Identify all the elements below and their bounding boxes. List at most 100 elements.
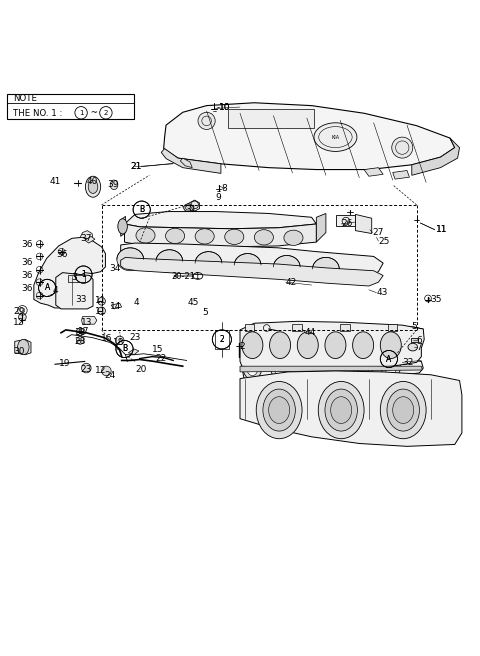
Text: 38: 38	[74, 328, 85, 337]
Ellipse shape	[354, 355, 372, 380]
Text: 20-211: 20-211	[171, 272, 201, 281]
Ellipse shape	[326, 355, 345, 380]
Polygon shape	[240, 371, 462, 446]
Text: 26: 26	[341, 220, 352, 228]
Ellipse shape	[243, 355, 262, 380]
Ellipse shape	[256, 381, 302, 439]
Polygon shape	[164, 103, 455, 169]
Ellipse shape	[184, 204, 193, 211]
Text: 31: 31	[185, 205, 197, 214]
Text: 17: 17	[78, 327, 89, 336]
Polygon shape	[128, 349, 139, 355]
Ellipse shape	[331, 397, 352, 423]
Ellipse shape	[156, 250, 183, 273]
Ellipse shape	[302, 359, 313, 376]
Polygon shape	[120, 257, 383, 286]
Text: 30: 30	[13, 348, 24, 356]
Ellipse shape	[254, 230, 274, 245]
Polygon shape	[124, 224, 316, 247]
Polygon shape	[240, 366, 422, 372]
Ellipse shape	[195, 229, 214, 244]
Ellipse shape	[234, 254, 261, 276]
Text: 20: 20	[135, 365, 146, 373]
Text: 4: 4	[133, 298, 139, 307]
Text: 2: 2	[104, 110, 108, 115]
Ellipse shape	[18, 339, 29, 355]
Ellipse shape	[225, 229, 244, 245]
Text: 5: 5	[203, 308, 208, 317]
Bar	[228, 110, 314, 127]
Ellipse shape	[385, 359, 396, 376]
Circle shape	[102, 366, 111, 376]
Polygon shape	[364, 168, 383, 176]
Ellipse shape	[380, 381, 426, 439]
Text: A: A	[386, 354, 392, 363]
Text: B: B	[122, 344, 127, 354]
Text: 3: 3	[71, 274, 77, 282]
Text: ~: ~	[88, 108, 101, 117]
Text: 42: 42	[286, 277, 297, 287]
Text: 45: 45	[188, 298, 199, 307]
Ellipse shape	[387, 389, 420, 431]
Text: 18: 18	[113, 338, 124, 347]
Text: 1: 1	[79, 110, 84, 115]
Ellipse shape	[353, 332, 373, 359]
Ellipse shape	[325, 332, 346, 359]
Ellipse shape	[195, 252, 222, 275]
Ellipse shape	[88, 180, 98, 194]
Ellipse shape	[247, 359, 258, 376]
Text: 23: 23	[81, 365, 92, 375]
Text: 41: 41	[49, 178, 60, 186]
Text: 14: 14	[110, 302, 121, 311]
Text: KIA: KIA	[331, 134, 339, 140]
Polygon shape	[245, 324, 254, 331]
Ellipse shape	[358, 359, 369, 376]
Ellipse shape	[242, 332, 263, 359]
Text: 7: 7	[417, 342, 422, 352]
Bar	[7, 94, 133, 119]
Text: 11: 11	[436, 225, 447, 234]
Polygon shape	[82, 317, 97, 324]
Text: 36: 36	[22, 258, 33, 266]
Text: NOTE: NOTE	[13, 94, 37, 104]
Text: B: B	[139, 205, 144, 214]
Text: A: A	[45, 283, 50, 293]
Ellipse shape	[314, 123, 357, 152]
Circle shape	[116, 336, 124, 344]
Polygon shape	[393, 171, 409, 179]
Polygon shape	[85, 236, 95, 243]
Text: 34: 34	[109, 264, 120, 273]
Text: 12: 12	[95, 367, 106, 375]
Text: 22: 22	[155, 354, 166, 363]
Polygon shape	[120, 216, 125, 236]
Text: 2: 2	[219, 335, 224, 344]
Text: 1: 1	[81, 270, 86, 279]
Ellipse shape	[271, 355, 289, 380]
Text: A: A	[45, 283, 50, 293]
Text: 21: 21	[130, 162, 142, 171]
Circle shape	[76, 337, 84, 344]
Text: A: A	[386, 354, 392, 363]
Text: 29: 29	[13, 307, 24, 316]
Circle shape	[392, 137, 413, 158]
Ellipse shape	[118, 218, 127, 234]
Text: 40: 40	[86, 176, 98, 186]
Text: 35: 35	[430, 295, 442, 304]
Bar	[215, 330, 228, 349]
Polygon shape	[356, 215, 372, 234]
Circle shape	[82, 363, 91, 373]
Ellipse shape	[284, 230, 303, 245]
Text: 36: 36	[22, 241, 33, 249]
Text: B: B	[122, 344, 127, 354]
Text: 2: 2	[219, 335, 224, 344]
Text: 12: 12	[13, 318, 24, 327]
Polygon shape	[336, 215, 356, 226]
Circle shape	[98, 297, 106, 305]
Ellipse shape	[312, 257, 339, 280]
Ellipse shape	[263, 389, 295, 431]
Ellipse shape	[318, 381, 364, 439]
Text: 11: 11	[95, 307, 107, 316]
Circle shape	[198, 112, 215, 129]
Ellipse shape	[269, 397, 289, 423]
Text: 19: 19	[59, 359, 70, 368]
